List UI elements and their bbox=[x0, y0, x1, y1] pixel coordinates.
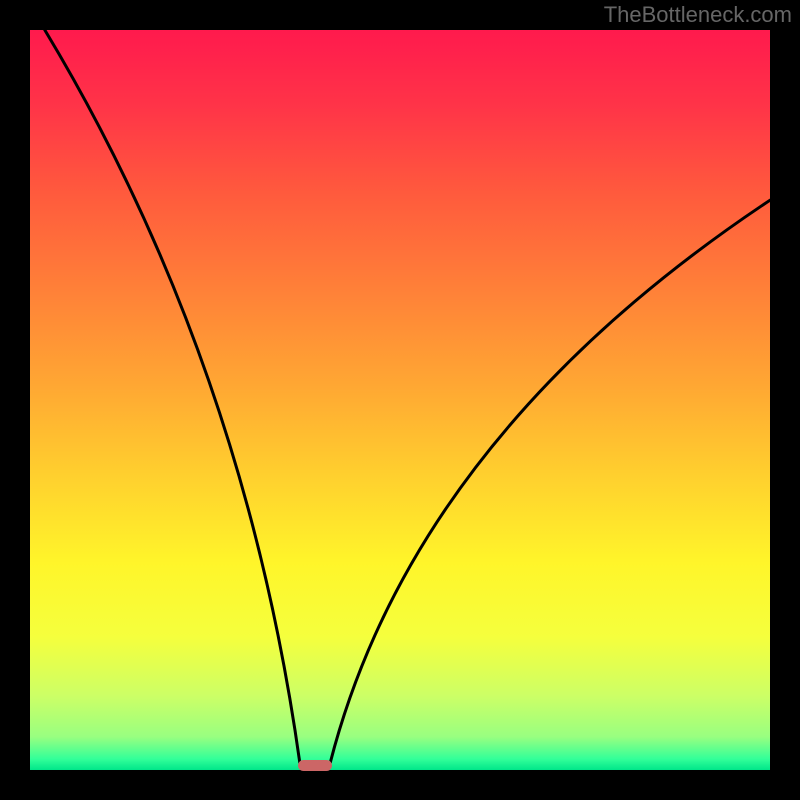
chart-container: TheBottleneck.com bbox=[0, 0, 800, 800]
min-marker bbox=[298, 760, 331, 770]
gradient-background bbox=[30, 30, 770, 770]
watermark-text: TheBottleneck.com bbox=[604, 2, 792, 28]
plot-area bbox=[30, 30, 770, 770]
plot-svg bbox=[30, 30, 770, 770]
